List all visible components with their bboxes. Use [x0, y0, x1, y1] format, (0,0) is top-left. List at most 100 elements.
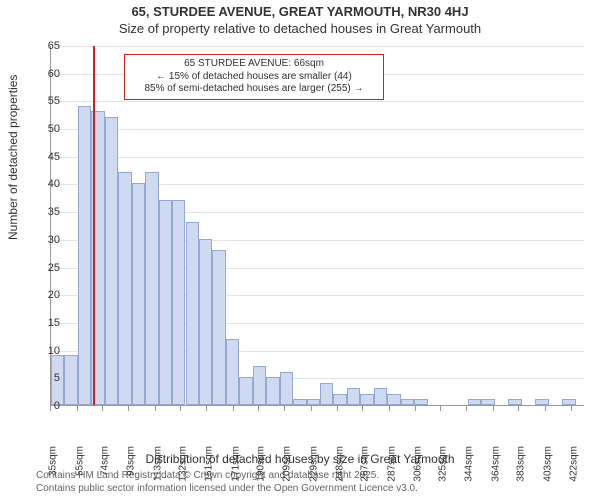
xtick-mark	[493, 406, 494, 411]
xtick-mark	[362, 406, 363, 411]
ytick-label: 30	[32, 234, 60, 246]
histogram-bar	[320, 383, 333, 405]
histogram-bar	[401, 399, 414, 405]
histogram-bar	[535, 399, 548, 405]
title-block: 65, STURDEE AVENUE, GREAT YARMOUTH, NR30…	[0, 4, 600, 36]
gridline-h	[51, 46, 584, 47]
annotation-line1: 65 STURDEE AVENUE: 66sqm	[131, 58, 377, 71]
ytick-label: 5	[32, 372, 60, 384]
xtick-label: 35sqm	[48, 446, 59, 476]
histogram-bar	[64, 355, 77, 405]
xtick-mark	[50, 406, 51, 411]
xtick-label: 344sqm	[463, 446, 474, 482]
xtick-label: 171sqm	[230, 446, 241, 482]
x-axis-label: Distribution of detached houses by size …	[0, 452, 600, 466]
plot-area: 65 STURDEE AVENUE: 66sqm← 15% of detache…	[50, 46, 584, 406]
histogram-bar	[387, 394, 400, 405]
histogram-bar	[226, 339, 239, 405]
histogram-bar	[118, 172, 131, 405]
chart-root: 65, STURDEE AVENUE, GREAT YARMOUTH, NR30…	[0, 0, 600, 500]
xtick-label: 229sqm	[308, 446, 319, 482]
xtick-mark	[180, 406, 181, 411]
ytick-label: 60	[32, 68, 60, 80]
histogram-bar	[347, 388, 360, 405]
xtick-mark	[311, 406, 312, 411]
ytick-label: 10	[32, 345, 60, 357]
ytick-label: 35	[32, 206, 60, 218]
histogram-bar	[508, 399, 521, 405]
footer-line2: Contains public sector information licen…	[36, 483, 596, 496]
title-line1: 65, STURDEE AVENUE, GREAT YARMOUTH, NR30…	[0, 4, 600, 19]
marker-line	[93, 46, 95, 405]
ytick-label: 55	[32, 95, 60, 107]
annotation-line2: ← 15% of detached houses are smaller (44…	[131, 71, 377, 84]
histogram-bar	[468, 399, 481, 405]
xtick-label: 287sqm	[386, 446, 397, 482]
annotation-box: 65 STURDEE AVENUE: 66sqm← 15% of detache…	[124, 54, 384, 100]
xtick-mark	[233, 406, 234, 411]
histogram-bar	[145, 172, 158, 405]
ytick-label: 40	[32, 178, 60, 190]
histogram-bar	[253, 366, 266, 405]
ytick-label: 45	[32, 151, 60, 163]
histogram-bar	[293, 399, 306, 405]
histogram-bar	[105, 117, 118, 405]
xtick-label: 306sqm	[412, 446, 423, 482]
ytick-label: 65	[32, 40, 60, 52]
histogram-bar	[159, 200, 172, 405]
histogram-bar	[562, 399, 575, 405]
xtick-label: 151sqm	[204, 446, 215, 482]
histogram-bar	[199, 239, 212, 405]
histogram-bar	[333, 394, 346, 405]
histogram-bar	[212, 250, 225, 405]
ytick-label: 0	[32, 400, 60, 412]
xtick-label: 55sqm	[74, 446, 85, 476]
xtick-mark	[545, 406, 546, 411]
xtick-label: 190sqm	[256, 446, 267, 482]
histogram-bar	[239, 377, 252, 405]
gridline-h	[51, 101, 584, 102]
histogram-bar	[78, 106, 91, 405]
ytick-label: 25	[32, 262, 60, 274]
xtick-mark	[77, 406, 78, 411]
xtick-mark	[258, 406, 259, 411]
xtick-label: 267sqm	[360, 446, 371, 482]
histogram-bar	[132, 183, 145, 405]
xtick-label: 422sqm	[568, 446, 579, 482]
xtick-mark	[466, 406, 467, 411]
histogram-bar	[280, 372, 293, 405]
gridline-h	[51, 157, 584, 158]
xtick-label: 403sqm	[542, 446, 553, 482]
annotation-line3: 85% of semi-detached houses are larger (…	[131, 83, 377, 96]
histogram-bar	[414, 399, 427, 405]
xtick-mark	[389, 406, 390, 411]
xtick-label: 248sqm	[334, 446, 345, 482]
xtick-mark	[518, 406, 519, 411]
histogram-bar	[172, 200, 185, 405]
histogram-bar	[360, 394, 373, 405]
gridline-h	[51, 129, 584, 130]
xtick-mark	[571, 406, 572, 411]
histogram-bar	[266, 377, 279, 405]
xtick-label: 383sqm	[516, 446, 527, 482]
ytick-label: 50	[32, 123, 60, 135]
xtick-mark	[284, 406, 285, 411]
xtick-mark	[102, 406, 103, 411]
xtick-label: 132sqm	[178, 446, 189, 482]
title-line2: Size of property relative to detached ho…	[0, 21, 600, 36]
xtick-mark	[337, 406, 338, 411]
xtick-label: 93sqm	[126, 446, 137, 476]
histogram-bar	[481, 399, 494, 405]
xtick-label: 325sqm	[438, 446, 449, 482]
histogram-bar	[186, 222, 199, 405]
ytick-label: 15	[32, 317, 60, 329]
xtick-label: 74sqm	[100, 446, 111, 476]
histogram-bar	[307, 399, 320, 405]
xtick-mark	[440, 406, 441, 411]
y-axis-label: Number of detached properties	[6, 75, 20, 240]
histogram-bar	[374, 388, 387, 405]
ytick-label: 20	[32, 289, 60, 301]
xtick-mark	[415, 406, 416, 411]
xtick-label: 113sqm	[152, 446, 163, 481]
xtick-label: 209sqm	[282, 446, 293, 482]
